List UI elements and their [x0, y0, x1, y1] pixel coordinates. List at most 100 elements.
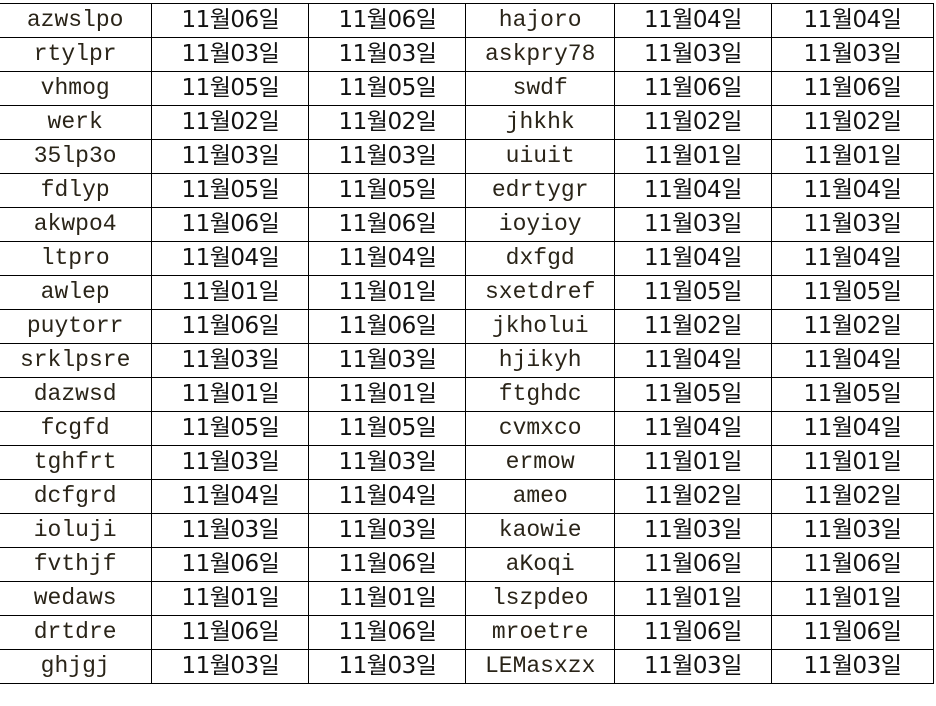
date-cell[interactable]: 11월03일	[770, 513, 935, 548]
name-cell[interactable]: dcfgrd	[0, 479, 153, 514]
date-cell[interactable]: 11월03일	[770, 37, 935, 72]
date-cell[interactable]: 11월03일	[151, 343, 310, 378]
date-cell[interactable]: 11월06일	[308, 615, 467, 650]
date-cell[interactable]: 11월05일	[308, 411, 467, 446]
date-cell[interactable]: 11월05일	[308, 71, 467, 106]
date-cell[interactable]: 11월06일	[308, 207, 467, 242]
date-cell[interactable]: 11월06일	[151, 207, 310, 242]
date-cell[interactable]: 11월06일	[151, 309, 310, 344]
date-cell[interactable]: 11월05일	[151, 411, 310, 446]
date-cell[interactable]: 11월04일	[151, 241, 310, 276]
date-cell[interactable]: 11월03일	[308, 37, 467, 72]
date-cell[interactable]: 11월03일	[308, 513, 467, 548]
date-cell[interactable]: 11월06일	[308, 309, 467, 344]
date-cell[interactable]: 11월06일	[308, 3, 467, 38]
date-cell[interactable]: 11월01일	[770, 445, 935, 480]
name-cell[interactable]: askpry78	[465, 37, 615, 72]
name-cell[interactable]: akwpo4	[0, 207, 153, 242]
name-cell[interactable]: azwslpo	[0, 3, 153, 38]
date-cell[interactable]: 11월03일	[613, 513, 772, 548]
date-cell[interactable]: 11월03일	[613, 649, 772, 684]
date-cell[interactable]: 11월04일	[613, 173, 772, 208]
name-cell[interactable]: srklpsre	[0, 343, 153, 378]
date-cell[interactable]: 11월03일	[308, 445, 467, 480]
date-cell[interactable]: 11월02일	[770, 309, 935, 344]
name-cell[interactable]: ioyioy	[465, 207, 615, 242]
date-cell[interactable]: 11월02일	[613, 105, 772, 140]
name-cell[interactable]: swdf	[465, 71, 615, 106]
date-cell[interactable]: 11월01일	[613, 139, 772, 174]
name-cell[interactable]: cvmxco	[465, 411, 615, 446]
date-cell[interactable]: 11월03일	[151, 649, 310, 684]
date-cell[interactable]: 11월03일	[151, 445, 310, 480]
date-cell[interactable]: 11월05일	[151, 71, 310, 106]
name-cell[interactable]: aKoqi	[465, 547, 615, 582]
name-cell[interactable]: LEMasxzx	[465, 649, 615, 684]
date-cell[interactable]: 11월01일	[613, 581, 772, 616]
name-cell[interactable]: puytorr	[0, 309, 153, 344]
date-cell[interactable]: 11월01일	[308, 275, 467, 310]
date-cell[interactable]: 11월05일	[308, 173, 467, 208]
date-cell[interactable]: 11월02일	[151, 105, 310, 140]
name-cell[interactable]: uiuit	[465, 139, 615, 174]
date-cell[interactable]: 11월06일	[770, 71, 935, 106]
date-cell[interactable]: 11월04일	[770, 3, 935, 38]
date-cell[interactable]: 11월03일	[613, 207, 772, 242]
name-cell[interactable]: ghjgj	[0, 649, 153, 684]
name-cell[interactable]: dazwsd	[0, 377, 153, 412]
name-cell[interactable]: ermow	[465, 445, 615, 480]
date-cell[interactable]: 11월04일	[613, 411, 772, 446]
name-cell[interactable]: tghfrt	[0, 445, 153, 480]
date-cell[interactable]: 11월05일	[770, 377, 935, 412]
name-cell[interactable]: werk	[0, 105, 153, 140]
name-cell[interactable]: hjikyh	[465, 343, 615, 378]
name-cell[interactable]: ameo	[465, 479, 615, 514]
date-cell[interactable]: 11월03일	[151, 37, 310, 72]
date-cell[interactable]: 11월05일	[613, 377, 772, 412]
date-cell[interactable]: 11월01일	[770, 581, 935, 616]
date-cell[interactable]: 11월06일	[613, 71, 772, 106]
date-cell[interactable]: 11월01일	[613, 445, 772, 480]
date-cell[interactable]: 11월03일	[308, 649, 467, 684]
date-cell[interactable]: 11월04일	[308, 479, 467, 514]
date-cell[interactable]: 11월04일	[613, 3, 772, 38]
date-cell[interactable]: 11월06일	[770, 615, 935, 650]
name-cell[interactable]: dxfgd	[465, 241, 615, 276]
date-cell[interactable]: 11월06일	[151, 3, 310, 38]
date-cell[interactable]: 11월04일	[308, 241, 467, 276]
date-cell[interactable]: 11월03일	[308, 139, 467, 174]
date-cell[interactable]: 11월02일	[613, 309, 772, 344]
date-cell[interactable]: 11월04일	[770, 173, 935, 208]
date-cell[interactable]: 11월06일	[151, 615, 310, 650]
name-cell[interactable]: hajoro	[465, 3, 615, 38]
name-cell[interactable]: wedaws	[0, 581, 153, 616]
name-cell[interactable]: jhkhk	[465, 105, 615, 140]
name-cell[interactable]: jkholui	[465, 309, 615, 344]
date-cell[interactable]: 11월01일	[770, 139, 935, 174]
name-cell[interactable]: ftghdc	[465, 377, 615, 412]
date-cell[interactable]: 11월03일	[151, 139, 310, 174]
name-cell[interactable]: ioluji	[0, 513, 153, 548]
date-cell[interactable]: 11월01일	[308, 581, 467, 616]
date-cell[interactable]: 11월06일	[613, 615, 772, 650]
name-cell[interactable]: 35lp3o	[0, 139, 153, 174]
name-cell[interactable]: lszpdeo	[465, 581, 615, 616]
name-cell[interactable]: sxetdref	[465, 275, 615, 310]
name-cell[interactable]: edrtygr	[465, 173, 615, 208]
date-cell[interactable]: 11월05일	[770, 275, 935, 310]
date-cell[interactable]: 11월04일	[151, 479, 310, 514]
date-cell[interactable]: 11월06일	[151, 547, 310, 582]
name-cell[interactable]: fdlyp	[0, 173, 153, 208]
date-cell[interactable]: 11월01일	[151, 275, 310, 310]
date-cell[interactable]: 11월04일	[613, 343, 772, 378]
name-cell[interactable]: ltpro	[0, 241, 153, 276]
date-cell[interactable]: 11월05일	[151, 173, 310, 208]
date-cell[interactable]: 11월04일	[770, 241, 935, 276]
date-cell[interactable]: 11월03일	[151, 513, 310, 548]
date-cell[interactable]: 11월04일	[770, 343, 935, 378]
date-cell[interactable]: 11월02일	[308, 105, 467, 140]
date-cell[interactable]: 11월01일	[151, 377, 310, 412]
date-cell[interactable]: 11월06일	[770, 547, 935, 582]
name-cell[interactable]: fvthjf	[0, 547, 153, 582]
date-cell[interactable]: 11월03일	[770, 649, 935, 684]
